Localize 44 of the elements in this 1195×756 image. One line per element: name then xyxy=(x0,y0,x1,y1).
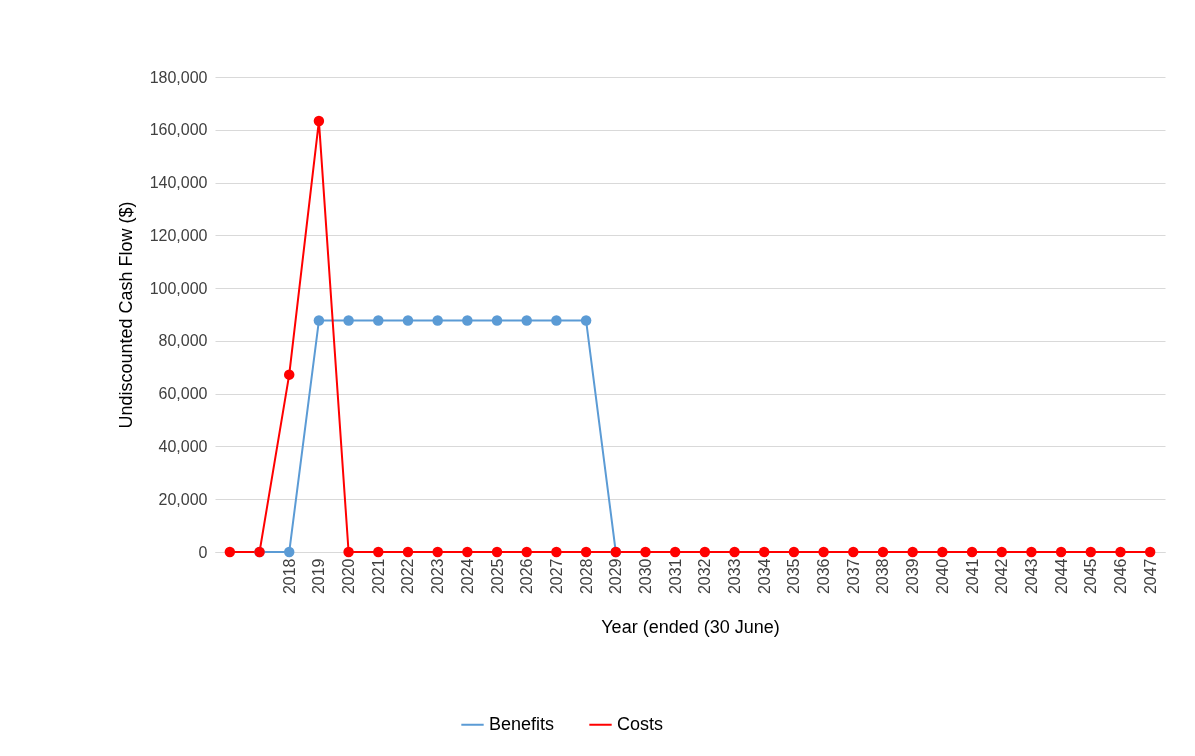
y-tick-label: 100,000 xyxy=(149,279,208,297)
x-tick-label: 2037 xyxy=(844,558,862,595)
x-tick-label: 2021 xyxy=(369,558,387,595)
y-axis-title: Undiscounted Cash Flow ($) xyxy=(115,201,136,429)
x-tick-label: 2020 xyxy=(340,558,358,595)
x-tick-label: 2023 xyxy=(429,558,447,595)
x-tick-label: 2019 xyxy=(310,558,328,595)
y-tick-label: 140,000 xyxy=(149,174,208,192)
legend-label: Benefits xyxy=(489,713,555,734)
x-tick-label: 2039 xyxy=(904,558,922,595)
y-tick-label: 80,000 xyxy=(158,332,208,350)
x-tick-label: 2035 xyxy=(785,558,803,595)
x-tick-label: 2025 xyxy=(488,558,506,595)
x-tick-label: 2044 xyxy=(1052,558,1070,595)
x-tick-label: 2045 xyxy=(1082,558,1100,595)
x-tick-label: 2028 xyxy=(577,558,595,595)
x-tick-label: 2030 xyxy=(636,558,654,595)
x-tick-label: 2034 xyxy=(755,558,773,595)
x-tick-label: 2036 xyxy=(815,558,833,595)
y-tick-label: 160,000 xyxy=(149,121,208,139)
x-tick-label: 2029 xyxy=(607,558,625,595)
y-tick-label: 40,000 xyxy=(158,437,208,455)
x-tick-label: 2022 xyxy=(399,558,417,595)
x-tick-label: 2040 xyxy=(933,558,951,595)
x-tick-label: 2031 xyxy=(666,558,684,595)
x-tick-label: 2046 xyxy=(1111,558,1129,595)
x-tick-label: 2026 xyxy=(518,558,536,595)
x-tick-label: 2042 xyxy=(993,558,1011,595)
y-tick-label: 180,000 xyxy=(149,68,208,86)
y-tick-label: 0 xyxy=(198,543,208,561)
x-tick-label: 2018 xyxy=(280,558,298,595)
x-tick-label: 2041 xyxy=(963,558,981,595)
y-tick-label: 120,000 xyxy=(149,226,208,244)
x-axis-title: Year (ended (30 June) xyxy=(601,617,780,638)
y-tick-label: 20,000 xyxy=(158,490,208,508)
x-tick-label: 2047 xyxy=(1141,558,1159,595)
x-tick-label: 2038 xyxy=(874,558,892,595)
legend-label: Costs xyxy=(617,713,664,734)
x-tick-label: 2027 xyxy=(547,558,565,595)
y-tick-label: 60,000 xyxy=(158,385,208,403)
x-tick-label: 2043 xyxy=(1022,558,1040,595)
x-tick-label: 2024 xyxy=(458,558,476,595)
x-tick-label: 2032 xyxy=(696,558,714,595)
x-tick-label: 2033 xyxy=(726,558,744,595)
